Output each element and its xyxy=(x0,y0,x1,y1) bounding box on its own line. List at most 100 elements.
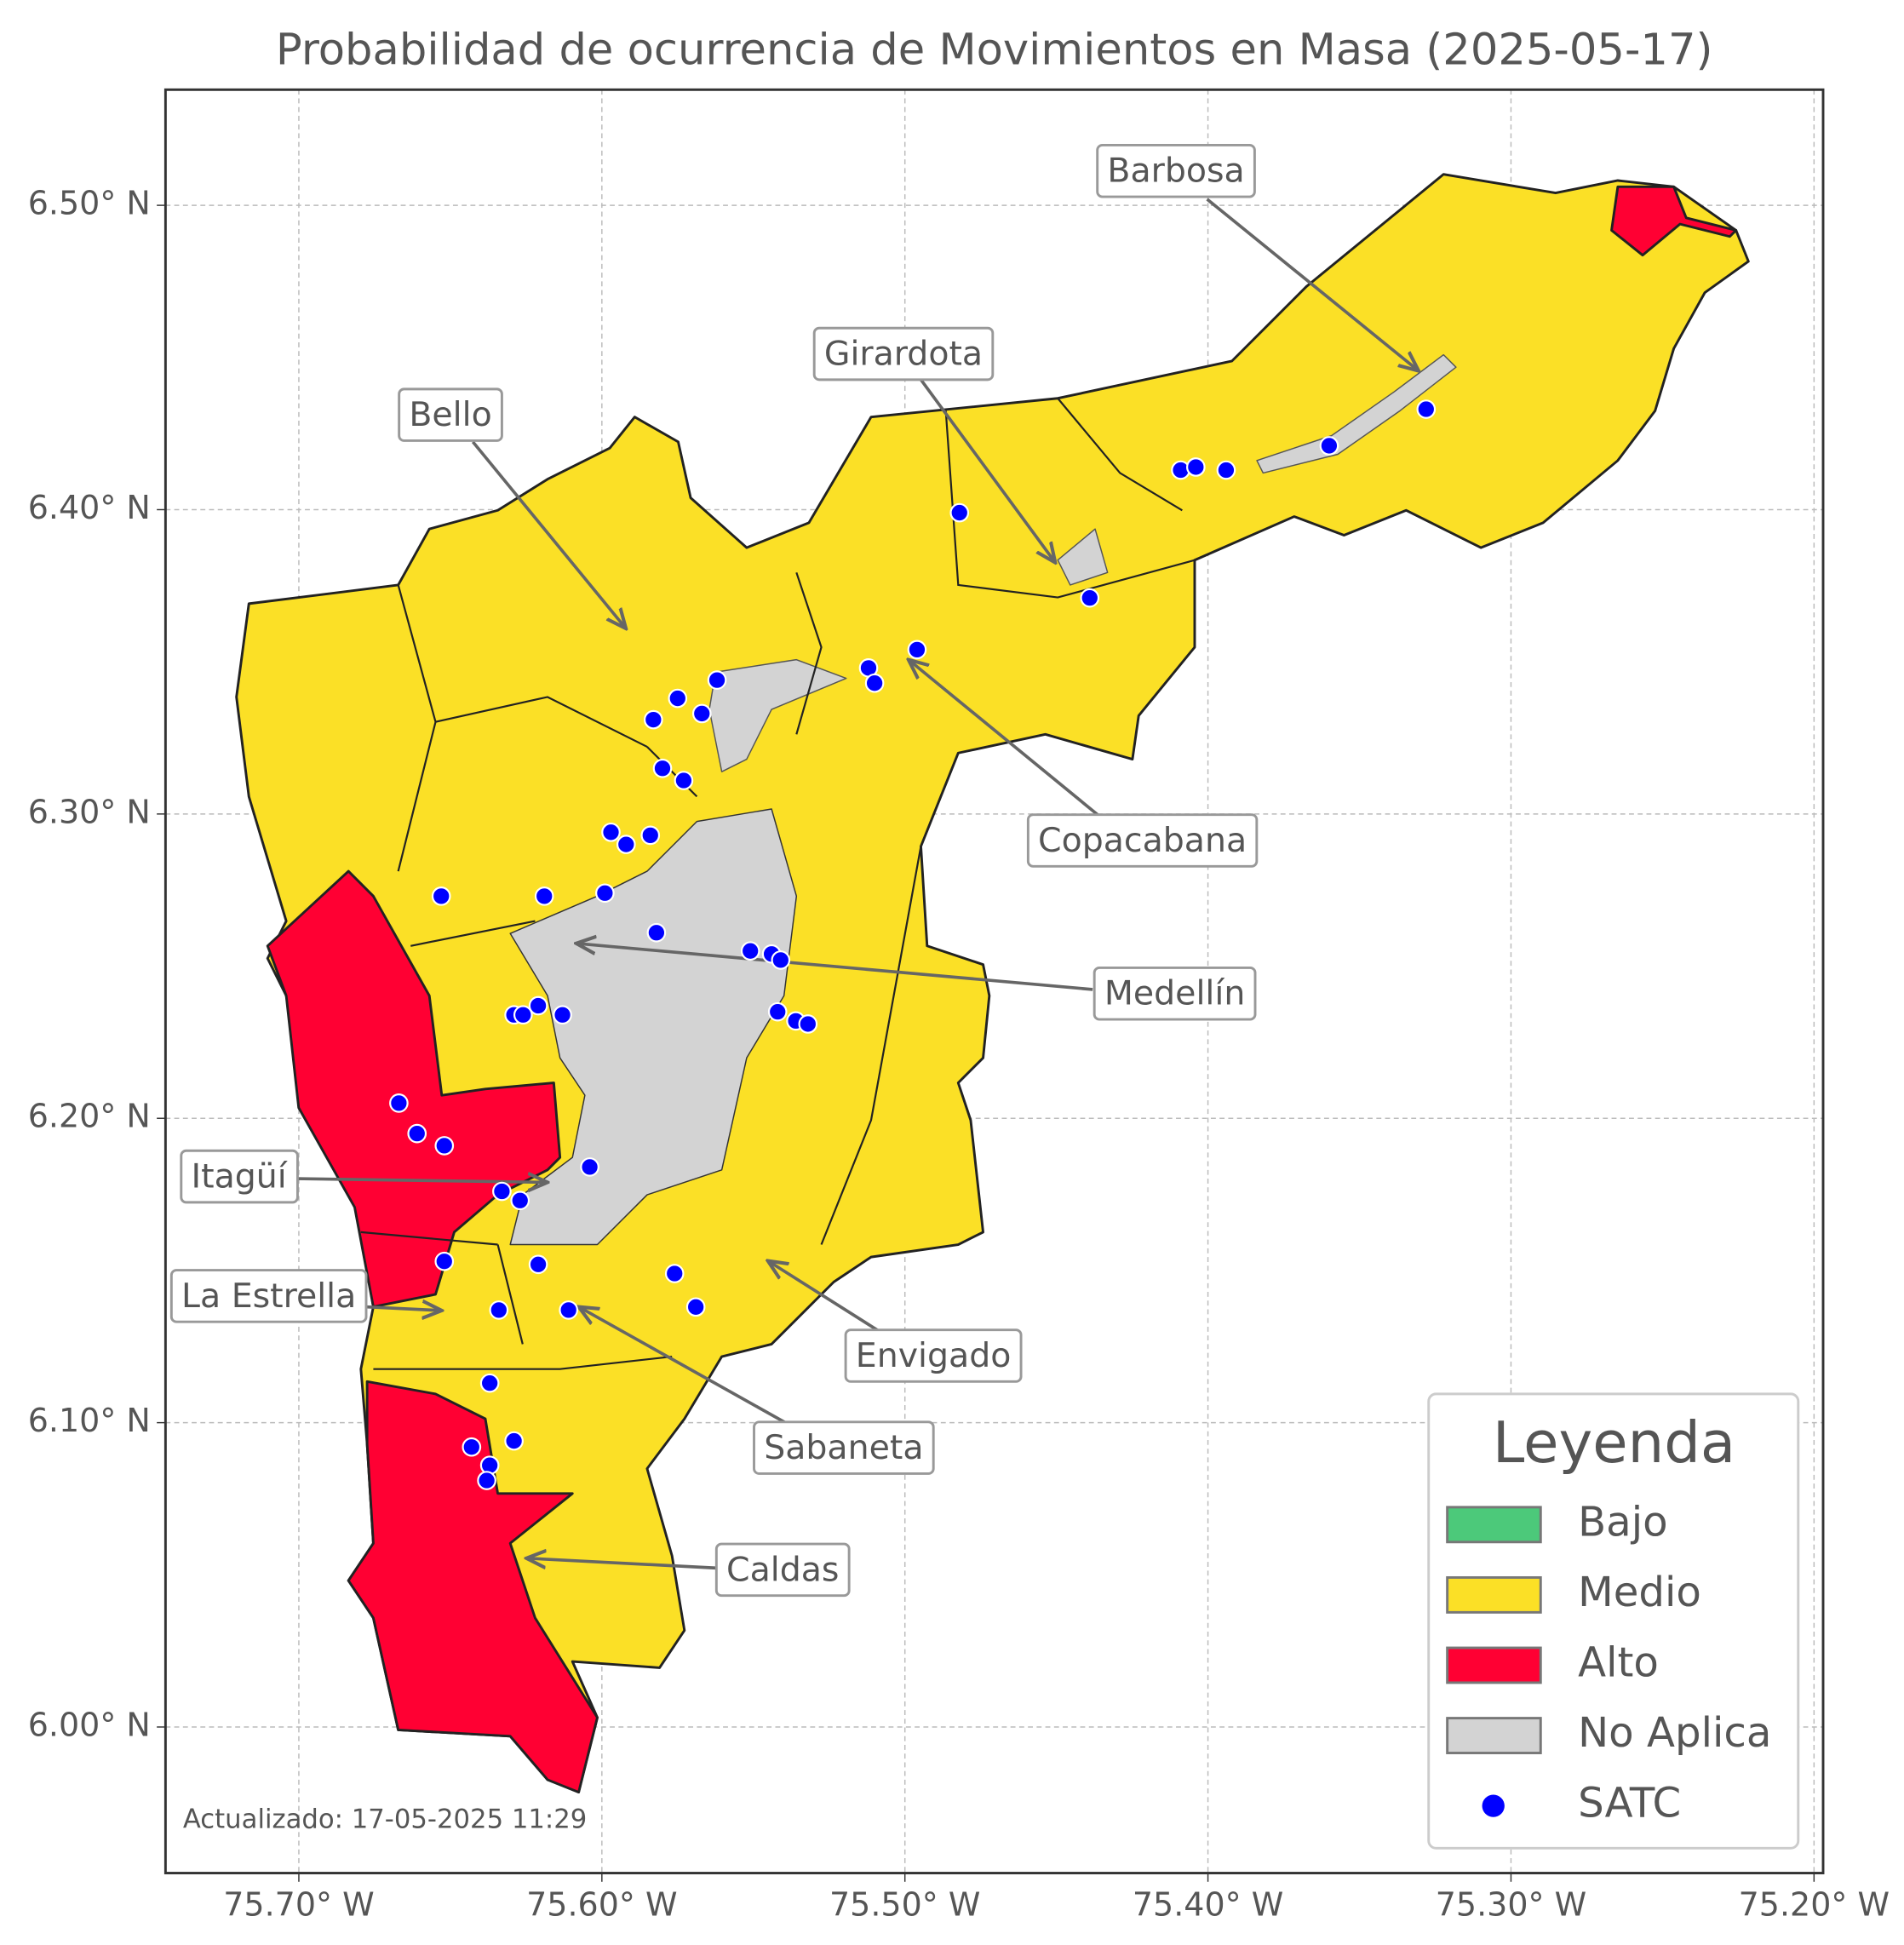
satc-point xyxy=(798,1014,818,1034)
satc-point xyxy=(1319,436,1339,456)
satc-point xyxy=(534,886,554,906)
annotation-label: La Estrella xyxy=(181,1277,356,1316)
plot-frame xyxy=(163,88,1825,1875)
no-aplica-region xyxy=(1256,353,1457,474)
legend: Leyenda Bajo Medio Alto No Aplica SATC xyxy=(1427,1392,1800,1850)
annotation-arrow xyxy=(579,1307,798,1431)
satc-point xyxy=(462,1437,482,1457)
legend-label: Bajo xyxy=(1578,1498,1668,1546)
satc-point xyxy=(949,502,970,523)
y-tick-label: 6.50° N xyxy=(28,185,151,222)
y-tick-label: 6.10° N xyxy=(28,1402,151,1439)
x-tick-label: 75.40° W xyxy=(1133,1886,1283,1924)
annotation-label: Bello xyxy=(409,395,491,434)
satc-point xyxy=(1186,457,1206,477)
satc-point xyxy=(864,673,885,693)
satc-point xyxy=(510,1191,530,1211)
no-aplica-region xyxy=(509,808,798,1246)
satc-point xyxy=(691,703,712,724)
satc-point xyxy=(595,883,615,904)
legend-marker xyxy=(1482,1794,1505,1817)
no-aplica-region xyxy=(1057,528,1109,586)
annotation-arrow xyxy=(364,1307,442,1311)
annotation-box xyxy=(169,1269,368,1323)
satc-point xyxy=(434,1251,455,1271)
annotation-arrow xyxy=(768,1261,891,1340)
annotation-arrow xyxy=(909,660,1103,819)
legend-title: Leyenda xyxy=(1493,1409,1735,1476)
satc-point xyxy=(559,1300,579,1320)
satc-point xyxy=(513,1005,533,1025)
annotation-box xyxy=(844,1328,1023,1383)
annotation-label: Sabaneta xyxy=(764,1428,923,1467)
satc-point xyxy=(431,886,451,906)
annotation-box xyxy=(1026,813,1259,868)
annotation-box xyxy=(1093,966,1257,1021)
satc-point xyxy=(434,1136,455,1156)
satc-point xyxy=(492,1181,512,1202)
x-tick-label: 75.70° W xyxy=(223,1886,374,1924)
y-tick-label: 6.30° N xyxy=(28,793,151,830)
map-title: Probabilidad de ocurrencia de Movimiento… xyxy=(276,25,1713,75)
annotation-box xyxy=(753,1420,935,1475)
annotation-box xyxy=(1096,143,1256,198)
satc-point xyxy=(489,1300,509,1320)
x-tick-label: 75.50° W xyxy=(829,1886,980,1924)
satc-point xyxy=(601,822,621,842)
x-tick-label: 75.60° W xyxy=(526,1886,677,1924)
no-aplica-region xyxy=(708,658,847,772)
satc-point xyxy=(1080,588,1100,608)
annotation-arrow xyxy=(471,440,626,628)
boundary-lines xyxy=(360,398,1196,1370)
satc-point xyxy=(664,1264,685,1283)
satc-point xyxy=(528,995,548,1016)
legend-swatch xyxy=(1446,1646,1542,1684)
legend-swatch xyxy=(1446,1717,1542,1754)
satc-point xyxy=(528,1254,548,1275)
satc-point xyxy=(907,640,927,660)
annotation-label: Medellín xyxy=(1104,974,1245,1013)
y-tick-label: 6.20° N xyxy=(28,1098,151,1135)
satc-point xyxy=(767,1001,788,1022)
annotation-box xyxy=(398,387,503,442)
satc-point xyxy=(740,941,760,961)
footnote: Actualizado: 17-05-2025 11:29 xyxy=(183,1805,587,1835)
x-tick-label: 75.30° W xyxy=(1436,1886,1586,1924)
legend-swatch xyxy=(1446,1575,1542,1614)
y-tick-label: 6.00° N xyxy=(28,1707,151,1744)
y-tick-label: 6.40° N xyxy=(28,489,151,526)
annotation-box xyxy=(180,1149,299,1204)
satc-point xyxy=(553,1005,572,1025)
legend-label: SATC xyxy=(1578,1780,1681,1827)
alto-region xyxy=(266,869,562,1309)
legend-label: Medio xyxy=(1578,1569,1701,1616)
alto-region xyxy=(1610,185,1738,257)
satc-point xyxy=(1216,460,1236,480)
satc-point xyxy=(674,771,694,790)
annotation-label: Copacabana xyxy=(1038,821,1247,860)
annotation-label: Itagüí xyxy=(191,1157,287,1196)
satc-point xyxy=(616,835,636,854)
annotation-box xyxy=(714,1542,851,1598)
satc-point xyxy=(580,1157,599,1177)
annotation-arrow xyxy=(295,1179,548,1182)
annotation-label: Caldas xyxy=(726,1550,839,1589)
annotation-arrow xyxy=(919,378,1055,563)
annotation-label: Barbosa xyxy=(1107,152,1244,191)
annotation-arrow xyxy=(526,1558,720,1570)
satc-point xyxy=(685,1297,706,1317)
satc-point xyxy=(504,1431,524,1451)
satc-point xyxy=(640,825,661,846)
x-tick-label: 75.20° W xyxy=(1739,1886,1890,1924)
satc-point xyxy=(479,1373,500,1393)
satc-point xyxy=(1416,399,1437,419)
satc-point xyxy=(407,1123,427,1144)
annotation-label: Envigado xyxy=(856,1336,1012,1375)
legend-label: Alto xyxy=(1578,1638,1659,1686)
satc-point xyxy=(652,758,673,778)
satc-point xyxy=(771,950,791,970)
satc-point xyxy=(389,1093,409,1113)
satc-point xyxy=(668,688,688,709)
satc-point xyxy=(644,709,663,730)
